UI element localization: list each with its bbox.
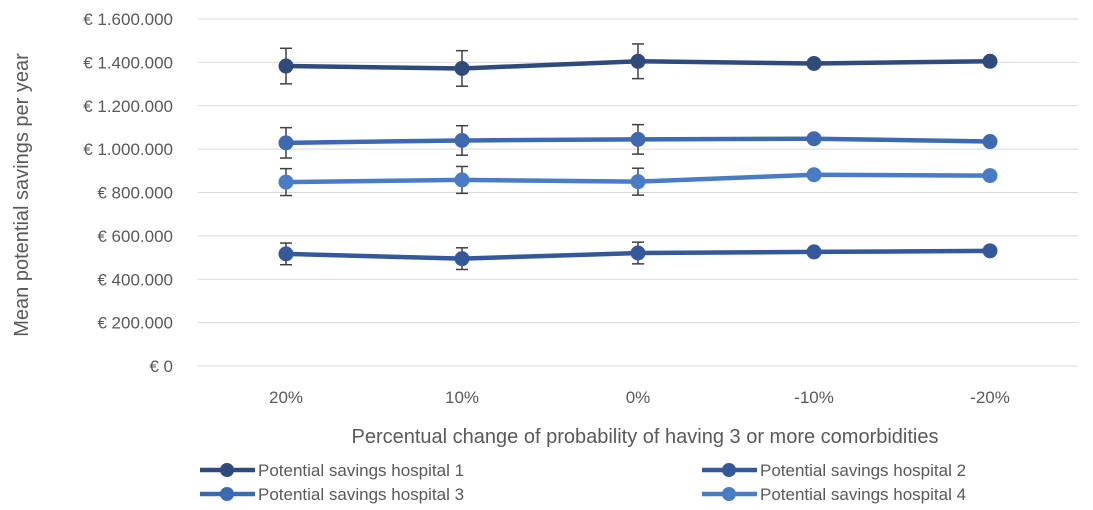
data-point (982, 134, 998, 150)
legend-label: Potential savings hospital 2 (760, 461, 966, 480)
series-1 (278, 43, 998, 87)
data-point (454, 172, 470, 188)
legend-item: Potential savings hospital 1 (200, 461, 464, 480)
series-2 (278, 241, 998, 271)
x-axis-ticks: 20% 10% 0% -10% -20% (269, 388, 1010, 407)
y-tick-label: € 200.000 (97, 314, 173, 333)
data-point (454, 60, 470, 76)
legend-item: Potential savings hospital 4 (702, 485, 966, 504)
series-group (278, 43, 998, 271)
data-point (806, 167, 822, 183)
data-point (630, 245, 646, 261)
legend: Potential savings hospital 1 Potential sa… (200, 461, 966, 504)
data-point (806, 244, 822, 260)
legend-label: Potential savings hospital 1 (258, 461, 464, 480)
data-point (278, 135, 294, 151)
data-point (278, 246, 294, 262)
data-point (454, 251, 470, 267)
series-4 (278, 165, 998, 197)
y-tick-label: € 1.400.000 (83, 53, 173, 72)
data-point (806, 131, 822, 147)
y-tick-label: € 1.600.000 (83, 10, 173, 29)
legend-item: Potential savings hospital 2 (702, 461, 966, 480)
legend-swatch-marker (722, 463, 736, 477)
legend-label: Potential savings hospital 4 (760, 485, 966, 504)
y-axis-ticks: € 0 € 200.000 € 400.000 € 600.000 € 800.000 €… (83, 10, 173, 376)
x-axis-title: Percentual change of probability of havi… (352, 426, 939, 448)
data-point (806, 55, 822, 71)
x-tick-label: 10% (445, 388, 479, 407)
data-point (982, 53, 998, 69)
y-tick-label: € 400.000 (97, 270, 173, 289)
legend-swatch-marker (220, 487, 234, 501)
y-tick-label: € 600.000 (97, 227, 173, 246)
data-point (630, 131, 646, 147)
series-3 (278, 123, 998, 159)
x-tick-label: 20% (269, 388, 303, 407)
legend-swatch-marker (722, 487, 736, 501)
legend-swatch-marker (220, 463, 234, 477)
x-tick-label: 0% (626, 388, 651, 407)
y-axis-title: Mean potential savings per year (11, 53, 33, 337)
data-point (982, 168, 998, 184)
y-tick-label: € 800.000 (97, 184, 173, 203)
data-point (630, 174, 646, 190)
data-point (278, 58, 294, 74)
data-point (630, 53, 646, 69)
y-tick-label: € 1.200.000 (83, 97, 173, 116)
x-tick-label: -20% (970, 388, 1010, 407)
legend-item: Potential savings hospital 3 (200, 485, 464, 504)
x-tick-label: -10% (794, 388, 834, 407)
y-tick-label: € 1.000.000 (83, 140, 173, 159)
legend-label: Potential savings hospital 3 (258, 485, 464, 504)
data-point (454, 132, 470, 148)
y-tick-label: € 0 (149, 357, 173, 376)
data-point (982, 243, 998, 259)
data-point (278, 174, 294, 190)
